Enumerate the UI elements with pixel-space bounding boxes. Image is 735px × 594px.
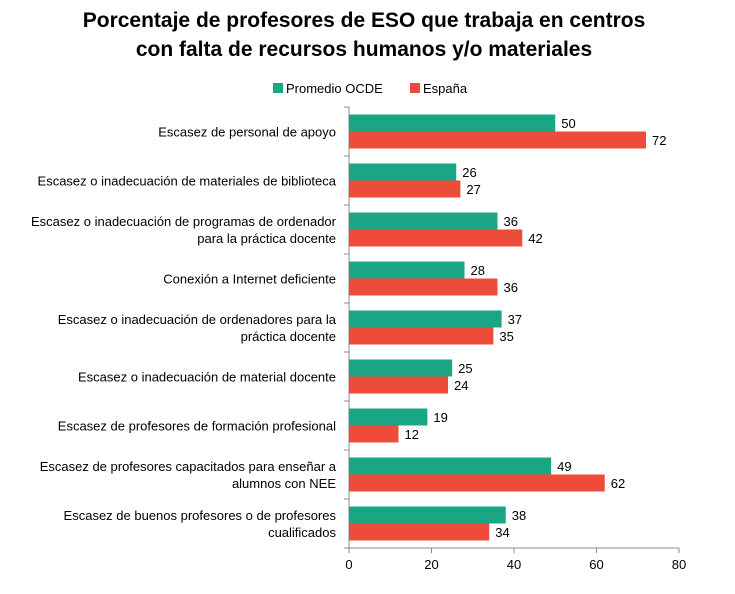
bar-oecd xyxy=(349,114,556,132)
category-label: Escasez o inadecuación de programas de o… xyxy=(31,214,337,229)
data-label: 24 xyxy=(454,378,468,393)
data-label: 42 xyxy=(528,231,542,246)
category-label: cualificados xyxy=(268,525,336,540)
chart-title: Porcentaje de profesores de ESO que trab… xyxy=(83,9,646,61)
data-label: 36 xyxy=(504,280,518,295)
bar-oecd xyxy=(349,261,465,279)
chart-title-line-1: Porcentaje de profesores de ESO que trab… xyxy=(83,9,646,32)
data-label: 28 xyxy=(471,263,485,278)
data-label: 37 xyxy=(508,312,522,327)
data-label: 25 xyxy=(458,361,472,376)
data-label: 38 xyxy=(512,508,526,523)
data-label: 12 xyxy=(405,427,419,442)
bar-spain xyxy=(349,180,461,198)
bar-oecd xyxy=(349,310,502,328)
data-label: 34 xyxy=(495,525,509,540)
data-label: 50 xyxy=(561,116,575,131)
category-label: para la práctica docente xyxy=(197,231,336,246)
chart-title-line-2: con falta de recursos humanos y/o materi… xyxy=(136,38,592,61)
category-label: Conexión a Internet deficiente xyxy=(163,272,336,287)
data-label: 36 xyxy=(504,214,518,229)
legend-swatch xyxy=(410,83,420,93)
data-label: 26 xyxy=(462,165,476,180)
x-tick-label: 80 xyxy=(672,557,686,572)
bar-spain xyxy=(349,327,494,345)
bar-oecd xyxy=(349,359,453,377)
data-label: 19 xyxy=(433,410,447,425)
category-label: Escasez o inadecuación de materiales de … xyxy=(38,174,337,189)
category-label: Escasez de buenos profesores o de profes… xyxy=(64,508,337,523)
data-label: 27 xyxy=(466,182,480,197)
bar-spain xyxy=(349,376,448,394)
category-label: Escasez de personal de apoyo xyxy=(158,125,336,140)
data-label: 72 xyxy=(652,133,666,148)
data-label: 62 xyxy=(611,476,625,491)
bar-oecd xyxy=(349,408,428,426)
x-tick-label: 60 xyxy=(589,557,603,572)
bar-spain xyxy=(349,131,646,149)
legend: Promedio OCDE España xyxy=(273,81,468,96)
bar-oecd xyxy=(349,212,498,230)
x-tick-label: 40 xyxy=(507,557,521,572)
legend-label: España xyxy=(423,81,468,96)
bar-oecd xyxy=(349,457,552,475)
category-label: práctica docente xyxy=(241,329,336,344)
bar-spain xyxy=(349,523,490,541)
bar-spain xyxy=(349,278,498,296)
x-tick-label: 0 xyxy=(345,557,352,572)
category-label: Escasez de profesores capacitados para e… xyxy=(40,459,337,474)
bar-oecd xyxy=(349,163,457,181)
category-label: Escasez de profesores de formación profe… xyxy=(58,419,336,434)
plot-area: 0 20 40 60 80 50 72 Escasez de personal de apoy… xyxy=(31,106,686,572)
category-label: Escasez o inadecuación de material docen… xyxy=(78,370,336,385)
x-tick-label: 20 xyxy=(424,557,438,572)
bar-spain xyxy=(349,474,605,492)
bar-spain xyxy=(349,229,523,247)
bar-oecd xyxy=(349,506,506,524)
bar-spain xyxy=(349,425,399,443)
legend-swatch xyxy=(273,83,283,93)
category-label: alumnos con NEE xyxy=(232,476,336,491)
category-label: Escasez o inadecuación de ordenadores pa… xyxy=(58,312,337,327)
data-label: 49 xyxy=(557,459,571,474)
legend-label: Promedio OCDE xyxy=(286,81,383,96)
data-label: 35 xyxy=(499,329,513,344)
